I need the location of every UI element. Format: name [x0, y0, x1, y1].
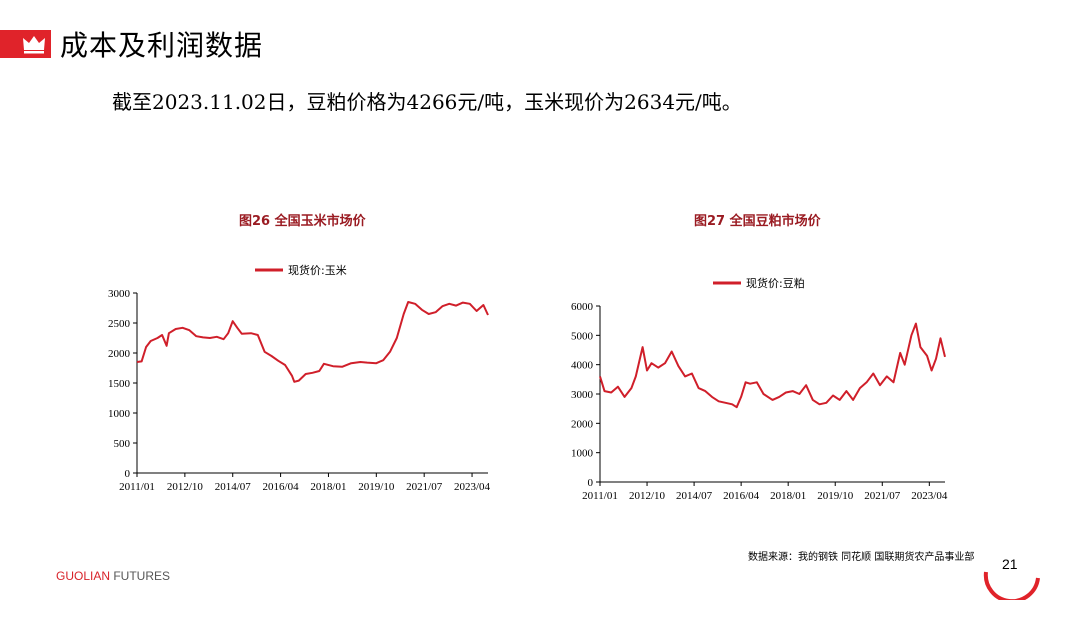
legend-label: 现货价:豆粕: [746, 276, 805, 290]
y-tick-label: 0: [588, 477, 594, 489]
x-tick-label: 2021/07: [864, 490, 901, 502]
x-tick-label: 2018/01: [310, 481, 346, 493]
chart-title-corn: 图26 全国玉米市场价: [239, 214, 366, 229]
soymeal-price-chart: 0 1000 2000 3000 4000 5000 6000 2011/01 2012/10 2…: [571, 276, 948, 502]
y-tick-label: 3000: [571, 389, 594, 401]
x-tick-label: 2012/10: [629, 490, 666, 502]
corn-price-chart: 0 500 1000 1500 2000 2500 3000 2011/01 2012/10 20…: [108, 263, 491, 493]
x-tick-label: 2019/10: [817, 490, 854, 502]
y-tick-label: 6000: [571, 301, 594, 313]
data-source-note: 数据来源：我的钢铁 同花顺 国联期货农产品事业部: [748, 552, 975, 563]
y-tick-label: 1000: [108, 408, 131, 420]
page-subtitle: 截至2023.11.02日，豆粕价格为4266元/吨，玉米现价为2634元/吨。: [112, 90, 742, 114]
brand-part2: FUTURES: [110, 569, 171, 583]
y-tick-label: 2000: [108, 348, 131, 360]
x-tick-label: 2021/07: [406, 481, 443, 493]
y-tick-label: 2500: [108, 318, 131, 330]
x-tick-label: 2023/04: [454, 481, 491, 493]
brand-logo: GUOLIAN FUTURES: [56, 569, 170, 583]
y-tick-label: 2000: [571, 418, 594, 430]
y-tick-label: 1500: [108, 378, 131, 390]
x-tick-label: 2019/10: [358, 481, 395, 493]
legend-label: 现货价:玉米: [288, 263, 347, 277]
page-number-arc: [983, 571, 1040, 600]
x-tick-label: 2023/04: [911, 490, 948, 502]
series-line: [136, 301, 489, 383]
y-tick-label: 1000: [571, 448, 594, 460]
y-tick-label: 0: [125, 468, 131, 480]
y-tick-label: 5000: [571, 330, 594, 342]
page-number: 21: [1002, 556, 1018, 572]
x-tick-label: 2012/10: [167, 481, 204, 493]
crown-icon: [23, 36, 45, 54]
chart-title-soymeal: 图27 全国豆粕市场价: [694, 214, 821, 229]
x-tick-label: 2016/04: [723, 490, 760, 502]
y-tick-label: 4000: [571, 360, 594, 372]
brand-part1: GUOLIAN: [56, 569, 111, 583]
series-line: [599, 322, 946, 409]
x-tick-label: 2016/04: [263, 481, 300, 493]
y-tick-label: 500: [114, 438, 131, 450]
y-tick-label: 3000: [108, 288, 131, 300]
x-tick-label: 2014/07: [215, 481, 252, 493]
page-title: 成本及利润数据: [60, 29, 264, 62]
x-tick-label: 2011/01: [119, 481, 155, 493]
x-tick-label: 2018/01: [770, 490, 806, 502]
x-tick-label: 2011/01: [582, 490, 618, 502]
x-tick-label: 2014/07: [676, 490, 713, 502]
